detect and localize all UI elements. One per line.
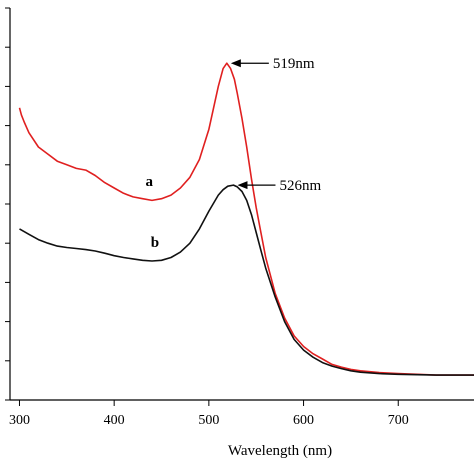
annotation-arrowhead <box>237 181 248 190</box>
curve-label: a <box>145 174 153 190</box>
x-tick-label: 700 <box>388 413 409 428</box>
peak-annotation-label: 519nm <box>273 56 315 72</box>
x-axis-title: Wavelength (nm) <box>228 443 332 459</box>
annotation-layer: 519nm 526nm a b <box>145 56 321 251</box>
curve-label: b <box>151 235 159 251</box>
series-layer <box>18 62 474 376</box>
x-tick-label: 600 <box>293 413 314 428</box>
x-tick-label: 300 <box>9 413 30 428</box>
annotation-arrowhead <box>230 59 241 68</box>
peak-annotation-label: 526nm <box>279 178 321 194</box>
series-line-b <box>19 184 474 376</box>
x-tick-label: 500 <box>198 413 219 428</box>
x-tick-label: 400 <box>104 413 125 428</box>
axes: 300 400 500 600 700 <box>5 7 474 428</box>
series-line-a <box>18 62 474 376</box>
